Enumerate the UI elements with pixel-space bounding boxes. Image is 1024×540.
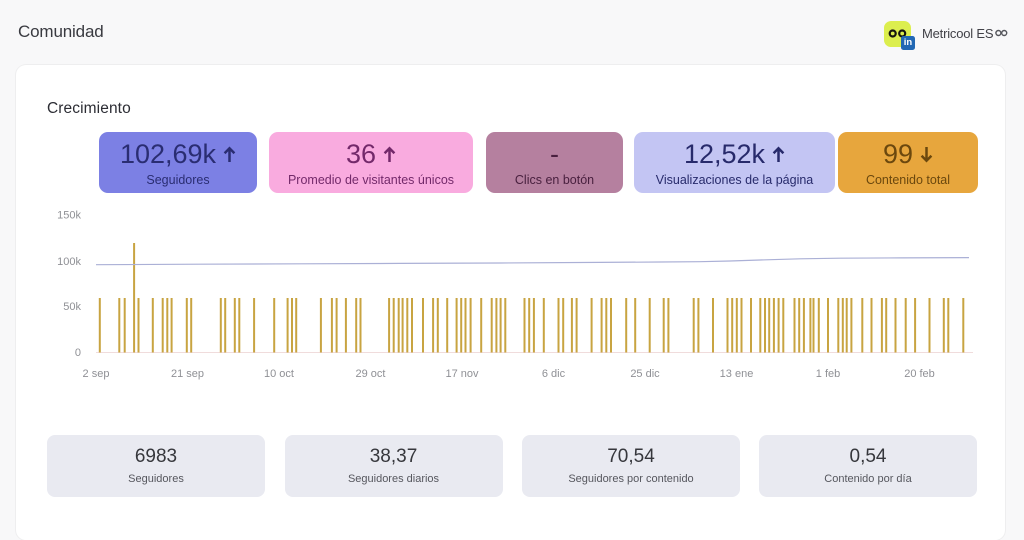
svg-text:1 feb: 1 feb <box>816 368 840 380</box>
svg-text:6 dic: 6 dic <box>542 368 566 380</box>
svg-text:2 sep: 2 sep <box>83 368 110 380</box>
svg-text:150k: 150k <box>57 210 81 222</box>
svg-text:0: 0 <box>75 347 81 359</box>
svg-text:10 oct: 10 oct <box>264 368 294 380</box>
svg-text:50k: 50k <box>63 301 81 313</box>
svg-text:17 nov: 17 nov <box>445 368 479 380</box>
svg-text:29 oct: 29 oct <box>356 368 386 380</box>
svg-text:20 feb: 20 feb <box>904 368 935 380</box>
svg-text:21 sep: 21 sep <box>171 368 204 380</box>
svg-text:13 ene: 13 ene <box>720 368 754 380</box>
svg-text:25 dic: 25 dic <box>630 368 660 380</box>
svg-text:100k: 100k <box>57 256 81 268</box>
